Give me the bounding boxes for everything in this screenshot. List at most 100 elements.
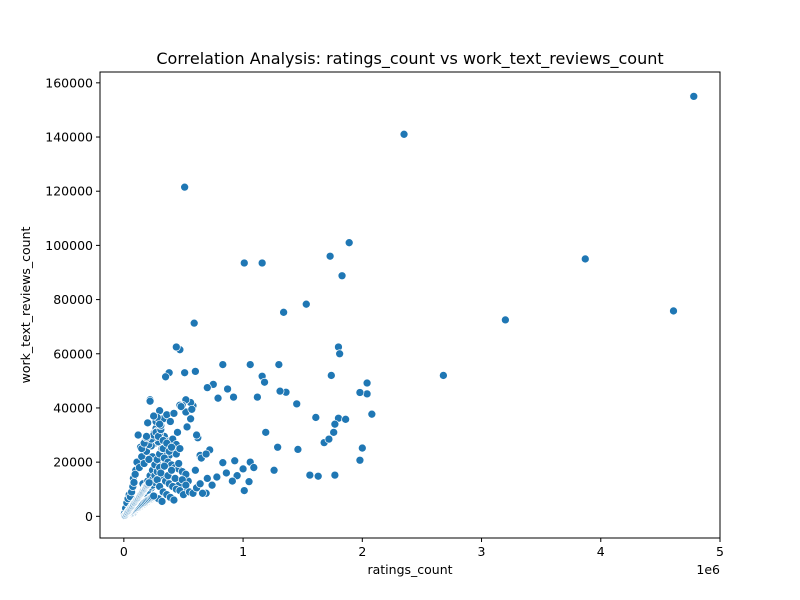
data-point bbox=[329, 427, 339, 437]
data-point bbox=[222, 468, 231, 478]
x-axis-offset-label: 1e6 bbox=[696, 562, 720, 577]
data-point bbox=[689, 92, 699, 101]
x-axis-label: ratings_count bbox=[367, 562, 452, 577]
data-point bbox=[157, 497, 167, 506]
data-point bbox=[305, 470, 315, 480]
data-point bbox=[330, 419, 340, 429]
data-point bbox=[249, 463, 259, 472]
x-tick-label: 4 bbox=[597, 544, 605, 559]
data-point bbox=[169, 495, 179, 505]
data-point bbox=[166, 417, 175, 426]
data-point bbox=[239, 258, 249, 268]
data-point bbox=[169, 409, 179, 418]
data-point bbox=[355, 388, 365, 397]
data-point bbox=[439, 371, 448, 380]
data-point bbox=[239, 486, 249, 495]
data-point bbox=[155, 419, 164, 429]
data-point bbox=[362, 378, 372, 388]
data-point bbox=[311, 413, 321, 422]
data-point bbox=[144, 478, 154, 488]
data-point bbox=[212, 472, 222, 482]
data-point bbox=[181, 480, 191, 490]
x-tick-label: 1 bbox=[239, 544, 247, 559]
data-point bbox=[175, 444, 185, 453]
data-point bbox=[149, 491, 158, 501]
y-axis: 0 20000 40000 60000 80000 100000 120000 140000 1… bbox=[45, 75, 100, 524]
data-point bbox=[273, 442, 282, 452]
data-point bbox=[230, 456, 240, 466]
data-point bbox=[186, 414, 195, 424]
data-point bbox=[207, 480, 217, 490]
data-point bbox=[238, 464, 248, 474]
data-point bbox=[244, 477, 254, 486]
data-point bbox=[195, 479, 205, 489]
data-point bbox=[145, 396, 155, 406]
data-point bbox=[191, 465, 200, 475]
data-point bbox=[167, 442, 176, 452]
data-point bbox=[218, 360, 228, 369]
data-point bbox=[202, 474, 212, 483]
data-point bbox=[180, 368, 189, 378]
data-point bbox=[301, 299, 311, 309]
data-point bbox=[143, 418, 153, 428]
x-axis: 0 1 2 3 4 5 bbox=[120, 538, 724, 559]
data-point bbox=[275, 386, 285, 396]
data-point bbox=[182, 422, 192, 432]
data-point bbox=[202, 383, 212, 392]
y-tick-label: 160000 bbox=[45, 75, 93, 90]
data-point bbox=[341, 414, 350, 424]
y-tick-label: 20000 bbox=[53, 455, 93, 470]
y-axis-label: work_text_reviews_count bbox=[18, 227, 33, 384]
data-point bbox=[355, 455, 365, 465]
data-point bbox=[171, 342, 181, 352]
data-point bbox=[130, 469, 140, 479]
data-point bbox=[335, 349, 344, 359]
data-point bbox=[245, 360, 255, 369]
data-point bbox=[218, 458, 228, 468]
y-tick-label: 140000 bbox=[45, 130, 93, 145]
data-point bbox=[324, 434, 334, 444]
data-point bbox=[191, 367, 200, 376]
data-point bbox=[274, 360, 284, 369]
y-tick-label: 100000 bbox=[45, 238, 93, 253]
data-point bbox=[170, 474, 180, 483]
data-point bbox=[362, 389, 372, 399]
data-point bbox=[129, 478, 139, 487]
data-point bbox=[325, 251, 335, 261]
data-point bbox=[229, 392, 238, 402]
data-point bbox=[293, 445, 303, 454]
x-tick-label: 2 bbox=[358, 544, 366, 559]
data-point bbox=[173, 427, 182, 437]
y-tick-label: 120000 bbox=[45, 184, 93, 199]
y-tick-label: 40000 bbox=[53, 400, 93, 415]
x-tick-label: 5 bbox=[716, 544, 724, 559]
data-point bbox=[149, 411, 158, 421]
data-point bbox=[313, 471, 323, 481]
data-point bbox=[189, 318, 199, 328]
data-point bbox=[187, 404, 197, 414]
data-point bbox=[669, 306, 678, 316]
data-point bbox=[167, 465, 176, 475]
data-point bbox=[326, 371, 336, 380]
points-layer bbox=[120, 92, 699, 521]
data-point bbox=[344, 238, 354, 248]
x-tick-label: 3 bbox=[478, 544, 486, 559]
plot-frame bbox=[99, 71, 721, 539]
data-point bbox=[160, 461, 169, 471]
data-point bbox=[213, 393, 223, 403]
data-point bbox=[357, 443, 367, 453]
chart-title: Correlation Analysis: ratings_count vs w… bbox=[156, 49, 663, 69]
data-point bbox=[399, 129, 409, 139]
data-point bbox=[232, 471, 242, 481]
y-tick-label: 0 bbox=[85, 509, 93, 524]
data-point bbox=[192, 430, 201, 440]
data-point bbox=[257, 258, 267, 268]
data-point bbox=[261, 427, 271, 437]
data-point bbox=[337, 271, 347, 281]
y-tick-label: 80000 bbox=[53, 292, 93, 307]
data-point bbox=[174, 459, 184, 468]
x-tick-label: 0 bbox=[120, 544, 128, 559]
data-point bbox=[580, 254, 590, 264]
